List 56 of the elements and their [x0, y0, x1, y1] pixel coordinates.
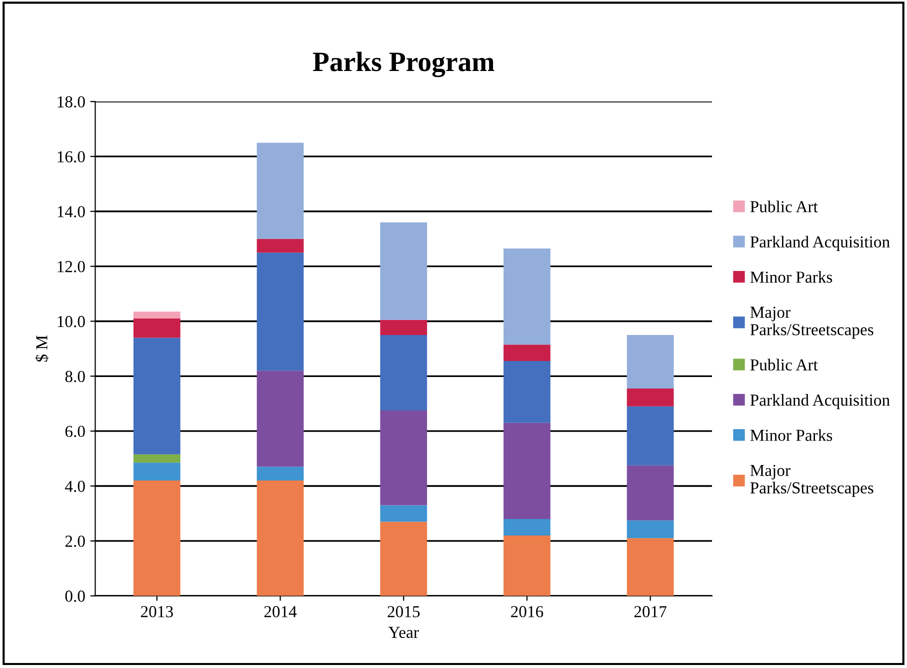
y-axis-title: $ M	[35, 336, 49, 362]
y-tick-label: 8.0	[65, 370, 85, 382]
bar	[504, 518, 550, 536]
legend-label: Minor Parks	[750, 271, 832, 283]
bar	[256, 370, 304, 467]
x-tick-label: 2013	[140, 606, 173, 618]
bar	[133, 480, 180, 596]
legend-label: Parkland Acquisition	[750, 394, 890, 410]
legend-label: Parkland Acquisition	[750, 236, 890, 251]
y-tick-label: 10.0	[58, 316, 85, 328]
x-tick-label: 2015	[388, 606, 420, 618]
bar	[626, 465, 674, 520]
bar	[133, 318, 180, 338]
chart-title: Parks Program	[312, 52, 494, 78]
x-tick-label: 2014	[264, 606, 297, 618]
bar	[626, 388, 674, 406]
bar	[504, 361, 550, 423]
y-tick-label: 14.0	[58, 206, 85, 218]
bar	[626, 406, 674, 466]
y-tick-label: 16.0	[58, 151, 85, 162]
bar	[256, 238, 304, 253]
legend-label: Minor Parks	[750, 429, 832, 441]
bar	[256, 466, 304, 481]
y-tick-label: 4.0	[65, 480, 85, 492]
bar	[504, 535, 550, 596]
bar	[133, 338, 180, 454]
bar	[256, 480, 304, 596]
bar	[504, 248, 550, 345]
bar	[133, 454, 180, 463]
y-tick-label: 18.0	[58, 96, 85, 108]
bar	[133, 462, 180, 481]
bar	[504, 344, 550, 362]
bar	[380, 320, 428, 335]
legend-label: Public Art	[750, 200, 818, 212]
x-tick-label: 2016	[511, 606, 544, 618]
bar	[256, 252, 304, 371]
y-tick-label: 0.0	[65, 590, 85, 602]
y-tick-label: 2.0	[65, 536, 85, 547]
y-tick-label: 12.0	[58, 261, 85, 272]
bar	[380, 334, 428, 410]
bar	[256, 142, 304, 239]
legend-label: Public Art	[750, 358, 818, 371]
x-axis-title: Year	[388, 626, 419, 638]
bar	[380, 222, 428, 320]
bar	[626, 520, 674, 538]
bar	[380, 505, 428, 522]
bar	[380, 410, 428, 506]
bar	[133, 312, 180, 318]
bar	[380, 522, 428, 596]
legend-label: Major Parks/Streetscapes	[750, 464, 874, 497]
bar	[626, 538, 674, 596]
bar	[626, 334, 674, 389]
x-tick-label: 2017	[634, 606, 667, 618]
legend-label: Major Parks/Streetscapes	[750, 306, 874, 339]
y-tick-label: 6.0	[65, 426, 85, 438]
bar	[504, 422, 550, 519]
